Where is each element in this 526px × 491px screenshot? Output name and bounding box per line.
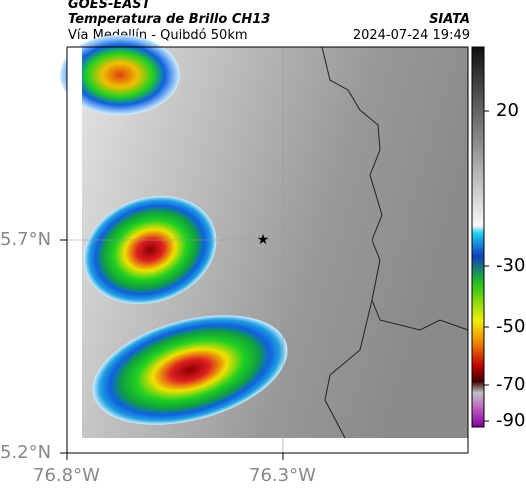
lat-label: 5.2°N (0, 442, 52, 463)
colorbar-tick-label: -50 (496, 316, 526, 337)
lat-label: 5.7°N (0, 229, 52, 250)
location-marker: ★ (257, 232, 270, 248)
cloud-cluster (92, 315, 288, 425)
colorbar-tick-label: -30 (496, 255, 526, 276)
map-frame (66, 46, 469, 454)
map-left-border (67, 47, 82, 453)
lon-label: 76.8°W (33, 465, 100, 486)
colorbar-tick-label: -90 (496, 410, 526, 431)
subtitle: Temperatura de Brillo CH13 (68, 12, 271, 27)
title: GOES-EAST (68, 0, 151, 12)
source: SIATA (429, 12, 470, 27)
colorbar-tick-label: -70 (496, 374, 526, 395)
map-bottom-border (67, 438, 468, 453)
cloud-cluster (83, 195, 217, 305)
colorbar-tick-label: 20 (496, 100, 519, 121)
cloud-cluster (60, 35, 180, 115)
colorbar-ticks (484, 110, 489, 422)
border-line (321, 46, 469, 439)
colorbar (471, 46, 485, 428)
datetime: 2024-07-24 19:49 (352, 28, 470, 43)
lon-label: 76.3°W (249, 465, 316, 486)
